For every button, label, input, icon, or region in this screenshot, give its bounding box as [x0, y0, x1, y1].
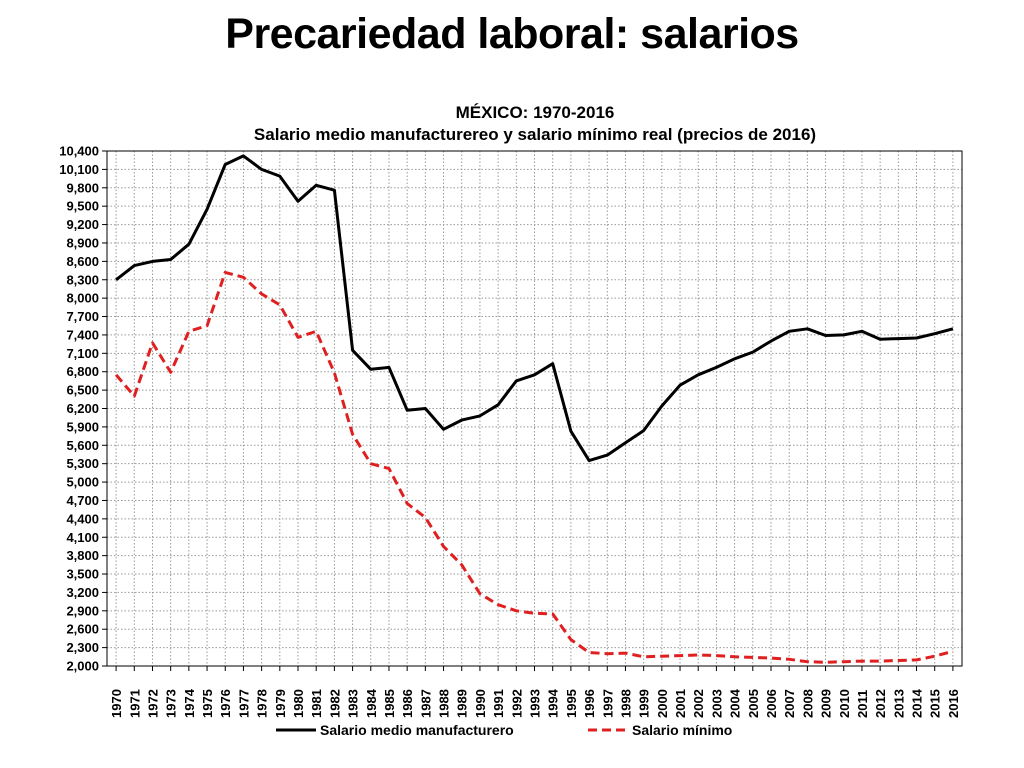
x-tick-label: 1991	[491, 689, 506, 718]
x-tick-label: 1979	[273, 689, 288, 718]
x-tick-label: 1986	[400, 689, 415, 718]
y-tick-label: 3,500	[66, 567, 99, 582]
x-tick-label: 2006	[764, 689, 779, 718]
x-tick-label: 1988	[437, 689, 452, 718]
x-tick-label: 1983	[346, 689, 361, 718]
x-tick-label: 2009	[819, 689, 834, 718]
x-tick-label: 1973	[164, 689, 179, 718]
x-tick-label: 2016	[946, 689, 961, 718]
x-tick-label: 2010	[837, 689, 852, 718]
x-tick-label: 1980	[291, 689, 306, 718]
y-tick-label: 4,400	[66, 511, 99, 526]
y-tick-label: 5,300	[66, 456, 99, 471]
y-tick-label: 10,100	[59, 162, 99, 177]
x-tick-label: 2015	[928, 689, 943, 718]
plot-area-border	[106, 150, 963, 667]
x-tick-label: 1981	[309, 689, 324, 718]
x-tick-label: 1990	[473, 689, 488, 718]
y-tick-label: 4,700	[66, 493, 99, 508]
x-tick-label: 1995	[564, 689, 579, 718]
x-tick-label: 1985	[382, 689, 397, 718]
y-tick-label: 2,600	[66, 622, 99, 637]
x-tick-label: 1992	[509, 689, 524, 718]
x-tick-label: 1998	[618, 689, 633, 718]
x-tick-label: 1994	[546, 688, 561, 718]
x-tick-label: 2007	[782, 689, 797, 718]
y-tick-label: 10,400	[59, 144, 99, 159]
x-tick-label: 2008	[800, 689, 815, 718]
x-tick-label: 1976	[218, 689, 233, 718]
x-tick-label: 1978	[255, 689, 270, 718]
y-tick-label: 5,000	[66, 475, 99, 490]
x-tick-label: 2001	[673, 689, 688, 718]
x-tick-label: 2005	[746, 689, 761, 718]
x-tick-label: 1982	[327, 689, 342, 718]
x-tick-label: 2003	[709, 689, 724, 718]
y-tick-label: 4,100	[66, 530, 99, 545]
slide-title: Precariedad laboral: salarios	[225, 10, 799, 58]
y-tick-label: 6,500	[66, 383, 99, 398]
x-tick-label: 1984	[364, 688, 379, 718]
chart-title: MÉXICO: 1970-2016	[455, 103, 615, 122]
y-tick-label: 9,200	[66, 217, 99, 232]
x-tick-label: 2004	[728, 688, 743, 718]
x-tick-label: 2011	[855, 690, 870, 718]
x-tick-label: 2014	[910, 688, 925, 718]
x-tick-label: 2000	[655, 689, 670, 718]
y-tick-label: 8,300	[66, 272, 99, 287]
y-tick-label: 2,000	[66, 659, 99, 674]
legend-label: Salario mínimo	[632, 722, 732, 738]
x-tick-label: 1993	[528, 689, 543, 718]
x-tick-label: 2013	[891, 689, 906, 718]
x-tick-label: 1996	[582, 689, 597, 718]
y-tick-label: 8,000	[66, 291, 99, 306]
y-tick-label: 7,700	[66, 309, 99, 324]
x-tick-label: 1987	[418, 689, 433, 718]
x-tick-label: 2012	[873, 689, 888, 718]
x-tick-label: 1997	[600, 689, 615, 718]
series-line-salario-minimo	[114, 270, 954, 664]
chart-subtitle: Salario medio manufacturereo y salario m…	[253, 125, 817, 144]
legend-label: Salario medio manufacturero	[320, 722, 514, 738]
y-tick-label: 3,200	[66, 585, 99, 600]
y-tick-label: 2,900	[66, 603, 99, 618]
y-tick-label: 7,100	[66, 346, 99, 361]
x-tick-label: 1977	[236, 689, 251, 718]
y-tick-label: 6,200	[66, 401, 99, 416]
y-tick-label: 9,500	[66, 199, 99, 214]
x-tick-label: 1970	[109, 689, 124, 718]
x-tick-label: 1971	[127, 689, 142, 718]
x-tick-label: 1974	[182, 688, 197, 718]
y-tick-label: 8,600	[66, 254, 99, 269]
y-tick-label: 2,300	[66, 640, 99, 655]
x-tick-label: 1975	[200, 689, 215, 718]
x-tick-label: 2002	[691, 689, 706, 718]
y-tick-label: 9,800	[66, 180, 99, 195]
y-tick-label: 5,900	[66, 419, 99, 434]
y-tick-label: 3,800	[66, 548, 99, 563]
x-tick-label: 1972	[145, 689, 160, 718]
y-tick-label: 8,900	[66, 235, 99, 250]
x-tick-label: 1999	[637, 689, 652, 718]
y-tick-label: 7,400	[66, 327, 99, 342]
x-tick-label: 1989	[455, 689, 470, 718]
y-tick-label: 5,600	[66, 438, 99, 453]
series-line-salario-medio	[115, 154, 954, 463]
y-tick-label: 6,800	[66, 364, 99, 379]
